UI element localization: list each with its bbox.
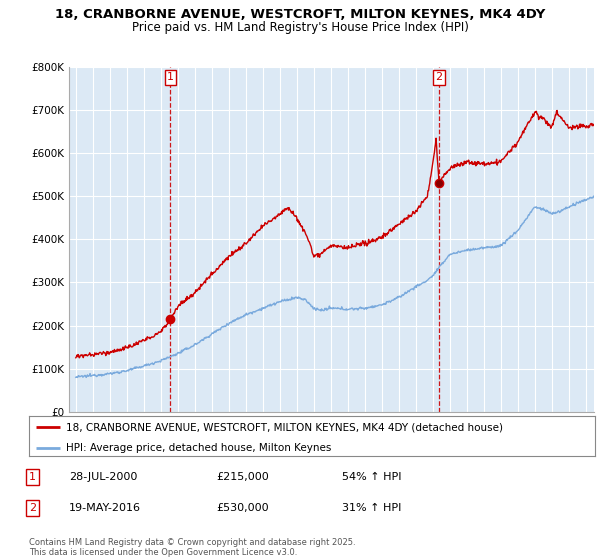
Text: 1: 1 bbox=[29, 472, 36, 482]
Text: £215,000: £215,000 bbox=[216, 472, 269, 482]
Text: £530,000: £530,000 bbox=[216, 503, 269, 513]
Text: HPI: Average price, detached house, Milton Keynes: HPI: Average price, detached house, Milt… bbox=[65, 442, 331, 452]
Text: Contains HM Land Registry data © Crown copyright and database right 2025.
This d: Contains HM Land Registry data © Crown c… bbox=[29, 538, 355, 557]
Text: 18, CRANBORNE AVENUE, WESTCROFT, MILTON KEYNES, MK4 4DY: 18, CRANBORNE AVENUE, WESTCROFT, MILTON … bbox=[55, 8, 545, 21]
Text: 28-JUL-2000: 28-JUL-2000 bbox=[69, 472, 137, 482]
Text: 18, CRANBORNE AVENUE, WESTCROFT, MILTON KEYNES, MK4 4DY (detached house): 18, CRANBORNE AVENUE, WESTCROFT, MILTON … bbox=[65, 422, 503, 432]
Text: 19-MAY-2016: 19-MAY-2016 bbox=[69, 503, 141, 513]
Text: Price paid vs. HM Land Registry's House Price Index (HPI): Price paid vs. HM Land Registry's House … bbox=[131, 21, 469, 34]
Text: 2: 2 bbox=[436, 72, 443, 82]
Text: 1: 1 bbox=[167, 72, 174, 82]
Text: 54% ↑ HPI: 54% ↑ HPI bbox=[342, 472, 401, 482]
Text: 2: 2 bbox=[29, 503, 36, 513]
Text: 31% ↑ HPI: 31% ↑ HPI bbox=[342, 503, 401, 513]
